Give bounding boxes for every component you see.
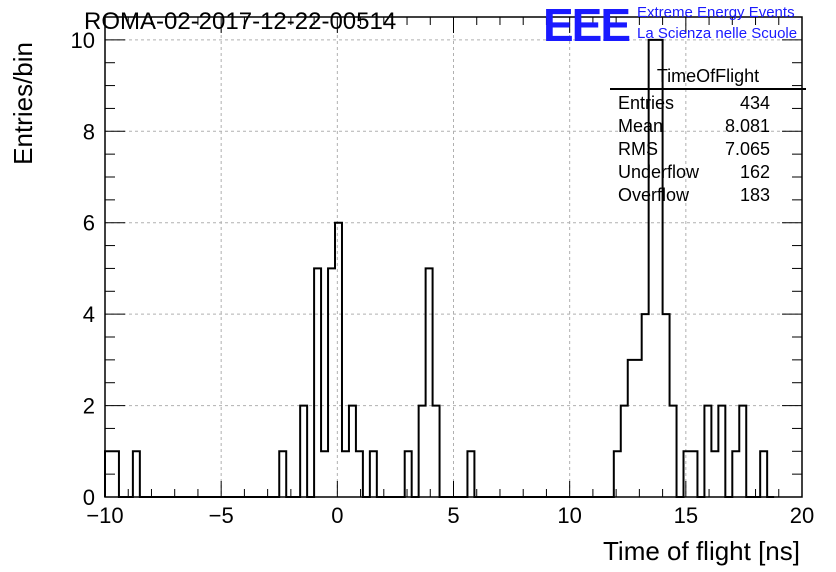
histogram-bin (614, 451, 621, 497)
stats-row: Entries 434 (610, 92, 806, 115)
histogram-bin (356, 451, 363, 497)
histogram-bin (467, 451, 474, 497)
histogram-bin (670, 406, 677, 497)
x-tick-label: 0 (331, 503, 343, 528)
stats-box-title: TimeOfFlight (610, 66, 806, 90)
stats-rows: Entries 434 Mean 8.081 RMS 7.065 Underflow 162 O… (610, 92, 806, 207)
stats-label: Entries (618, 93, 675, 113)
axis-ticks (104, 16, 803, 498)
stats-value: 7.065 (724, 139, 770, 159)
tick-labels: −10 −5 0 5 10 15 20 0 2 4 6 8 10 (71, 28, 815, 528)
histogram-bin (349, 406, 356, 497)
histogram-bin (133, 451, 140, 497)
x-tick-label: −5 (209, 503, 234, 528)
y-tick-label: 4 (83, 302, 95, 327)
x-tick-label: 5 (447, 503, 459, 528)
stats-label: Mean (618, 116, 664, 136)
histogram-bin (635, 360, 642, 497)
stats-row: Overflow 183 (610, 184, 806, 207)
stats-row: RMS 7.065 (610, 138, 806, 161)
y-tick-label: 10 (71, 28, 95, 53)
histogram-bin (732, 451, 739, 497)
stats-value: 434 (739, 93, 770, 113)
histogram-bin (760, 451, 767, 497)
eee-logo: EEE (543, 0, 631, 51)
histogram-bin (314, 268, 321, 497)
grid-lines (105, 17, 802, 497)
histogram-bin (433, 406, 440, 497)
y-tick-label: 0 (83, 485, 95, 510)
histogram-bin (321, 451, 328, 497)
logo-line-2: La Scienza nelle Scuole (637, 25, 798, 42)
histogram-bin (690, 451, 697, 497)
histogram-bin (684, 451, 691, 497)
x-tick-label: 15 (674, 503, 698, 528)
histogram-bin (300, 406, 307, 497)
stats-label: Overflow (618, 185, 690, 205)
stats-row: Mean 8.081 (610, 115, 806, 138)
histogram-bin (335, 223, 342, 497)
stats-row: Underflow 162 (610, 161, 806, 184)
stats-label: RMS (618, 139, 658, 159)
stats-value: 8.081 (724, 116, 770, 136)
y-tick-label: 8 (83, 119, 95, 144)
histogram-bin (279, 451, 286, 497)
histogram-bin (628, 360, 635, 497)
x-tick-label: −10 (86, 503, 123, 528)
histogram-bin (711, 451, 718, 497)
histogram-bin (718, 406, 725, 497)
histogram-bin (328, 268, 335, 497)
x-tick-label: 20 (790, 503, 814, 528)
y-tick-label: 2 (83, 394, 95, 419)
y-tick-label: 6 (83, 211, 95, 236)
y-axis-label: Entries/bin (8, 42, 38, 165)
histogram-bin (419, 406, 426, 497)
stats-value: 162 (739, 162, 770, 182)
stats-box: TimeOfFlight Entries 434 Mean 8.081 RMS 7.065… (610, 66, 806, 207)
stats-label: Underflow (618, 162, 700, 182)
histogram-bin (370, 451, 377, 497)
stats-value: 183 (739, 185, 770, 205)
x-tick-label: 10 (557, 503, 581, 528)
logo-line-1: Extreme Energy Events (637, 4, 795, 21)
histogram-bin (704, 406, 711, 497)
x-axis-label: Time of flight [ns] (603, 536, 800, 566)
histogram-bin (342, 451, 349, 497)
run-title: ROMA-02-2017-12-22-00514 (84, 8, 397, 35)
histogram-bin (426, 268, 433, 497)
histogram-bin (739, 406, 746, 497)
histogram-bin (621, 406, 628, 497)
histogram-bin (405, 451, 412, 497)
